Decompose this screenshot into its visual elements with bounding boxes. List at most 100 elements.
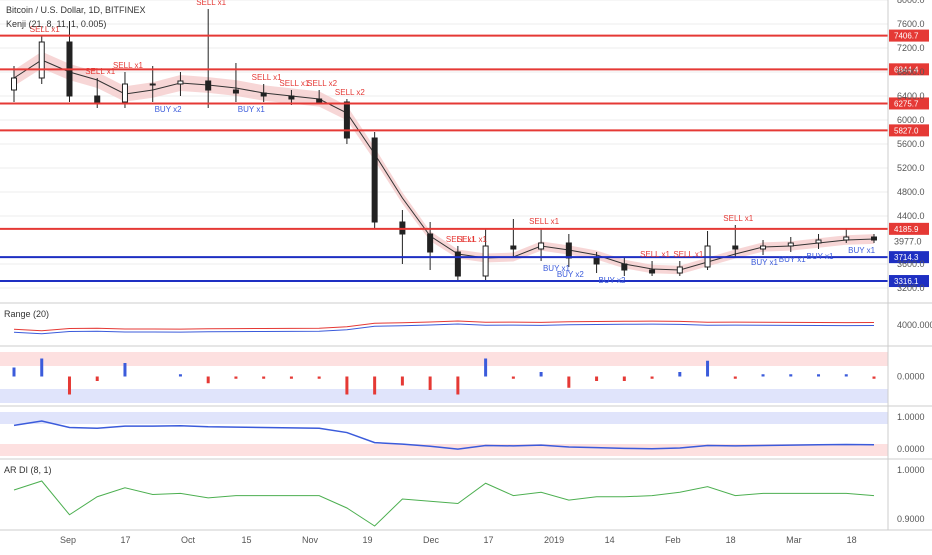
buy-signal-label: BUY x1 [751,258,779,267]
candle-body [760,245,767,250]
level-label: 3316.1 [894,277,919,286]
candle-body [232,89,239,94]
pane-value-label: 4000.0000 [897,320,932,330]
pane-label: Range (20) [4,309,49,319]
x-tick-label: Sep [60,535,76,545]
candle-body [316,98,323,103]
y-tick-label: 3200.0 [897,283,925,293]
x-tick-label: Oct [181,535,196,545]
candle-body [593,257,600,265]
buy-signal-label: BUY x1 [848,246,876,255]
y-tick-label: 7600.0 [897,19,925,29]
x-tick-label: 19 [363,535,373,545]
x-tick-label: Dec [423,535,440,545]
ma-line [13,59,875,271]
pane-label: AR DI (8, 1) [4,465,52,475]
level-tag [889,251,929,264]
sell-signal-label: SELL x1 [673,250,703,259]
level-label: 6844.4 [894,65,919,74]
msi-lower-zone [0,389,888,403]
candle-body [843,236,850,241]
pane-value-label: 0.0000 [897,372,925,382]
candle-body [38,41,45,79]
level-label: 4185.9 [894,225,919,234]
ma-band [14,51,874,275]
pane-value-label: 0.9000 [897,514,925,524]
sell-signal-label: SELL x1 [196,0,226,7]
sell-signal-label: SELL x1 [446,235,476,244]
buy-signal-label: BUY x1 [238,105,266,114]
candle-body [454,251,461,277]
buy-signal-label: BUY x2 [155,105,183,114]
indicator-label: Kenji (21, 8, 11, 1, 0.005) [6,19,106,29]
candle-body [732,245,739,250]
x-tick-label: Nov [302,535,319,545]
candle-body [787,242,794,247]
candle-body [288,95,295,100]
level-label: 6275.7 [894,99,919,108]
candle-body [649,269,656,274]
candle-body [205,80,212,91]
tdi-upper-zone [0,412,888,424]
x-tick-label: 14 [605,535,615,545]
range-line-lower [13,323,875,335]
candle-body [260,92,267,97]
level-tag [889,124,929,137]
sell-signal-label: SELL x1 [30,25,60,34]
sell-signal-label: SELL x1 [85,67,115,76]
sell-signal-label: SELL x1 [529,217,559,226]
pane-value-label: 1.0000 [897,465,925,475]
last-price-tag [889,235,929,248]
level-tag [889,97,929,110]
candle-body [427,233,434,253]
x-tick-label: 17 [484,535,494,545]
candle-body [94,95,101,103]
candle-body [676,266,683,274]
tdi-lower-zone [0,444,888,456]
y-tick-label: 5200.0 [897,163,925,173]
sell-signal-label: SELL x1 [723,214,753,223]
x-tick-label: 17 [121,535,131,545]
y-tick-label: 4400.0 [897,211,925,221]
range-line-upper [13,320,875,332]
candle-body [177,80,184,85]
x-tick-label: 2019 [544,535,564,545]
y-tick-label: 6400.0 [897,91,925,101]
buy-signal-label: BUY x1 [779,255,807,264]
msi-upper-zone [0,352,888,366]
candle-body [621,263,628,271]
y-tick-label: 6000.0 [897,115,925,125]
ardi-line [13,480,875,527]
y-tick-label: 8000.0 [897,0,925,5]
level-tag [889,29,929,42]
sell-signal-label: SELL x1 [457,235,487,244]
x-tick-label: 18 [847,535,857,545]
level-label: 5827.0 [894,126,919,135]
candle-body [538,242,545,250]
sell-signal-label: SELL x1 [252,73,282,82]
chart-title: Bitcoin / U.S. Dollar, 1D, BITFINEX [6,5,146,15]
sell-signal-label: SELL x2 [335,88,365,97]
candle-body [815,239,822,244]
y-tick-label: 7200.0 [897,43,925,53]
y-tick-label: 5600.0 [897,139,925,149]
candle-body [871,236,877,241]
level-label: 7406.7 [894,32,919,41]
buy-signal-label: BUY x1 [807,252,835,261]
level-tag [889,275,929,288]
buy-signal-label: BUY x2 [598,276,626,285]
sell-signal-label: SELL x1 [279,79,309,88]
x-tick-label: Feb [665,535,681,545]
level-tag [889,222,929,235]
x-tick-label: Mar [786,535,802,545]
buy-signal-label: BUY x1 [543,264,571,273]
candle-body [371,137,378,223]
candle-body [121,83,128,103]
candle-body [11,77,17,91]
candle-body [565,242,572,259]
candle-body [149,83,156,86]
pane-value-label: 1.0000 [897,412,925,422]
pane-value-label: 0.0000 [897,444,925,454]
